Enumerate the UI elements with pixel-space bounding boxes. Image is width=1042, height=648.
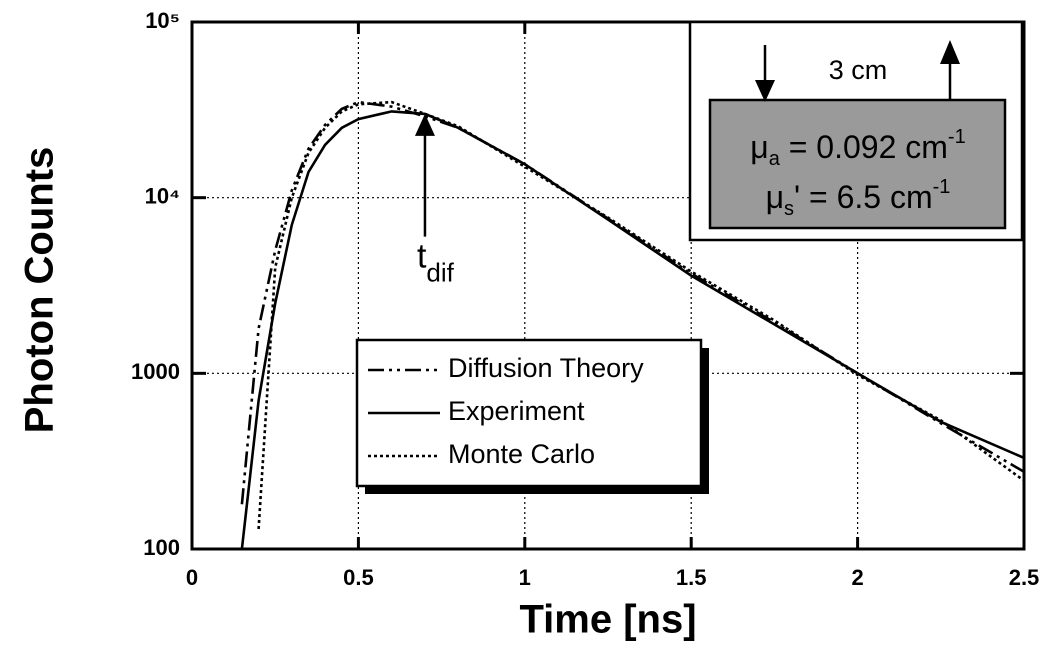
y-axis-label: Photon Counts — [18, 147, 62, 434]
param-symbol: μ — [766, 179, 784, 215]
plot-frame — [190, 20, 1026, 551]
param-sup: -1 — [948, 126, 966, 148]
param-sub: a — [769, 148, 781, 170]
inset-param: μa = 0.092 cm-1 — [750, 126, 965, 170]
x-axis-label: Time [ns] — [519, 598, 696, 642]
y-tick-label: 10⁴ — [145, 183, 180, 208]
x-tick-label: 2 — [851, 565, 863, 590]
param-symbol: μ — [750, 129, 768, 165]
x-tick-label: 1.5 — [676, 565, 707, 590]
series-line — [257, 100, 1025, 530]
legend-label: Experiment — [448, 396, 585, 426]
x-tick-label: 1 — [519, 565, 531, 590]
inset-slab — [708, 98, 1007, 230]
legend-label: Diffusion Theory — [448, 353, 644, 383]
arrow-head — [755, 80, 775, 102]
arrow-head — [414, 113, 435, 136]
y-tick-label: 1000 — [131, 359, 180, 384]
param-text: = 0.092 cm — [780, 129, 948, 165]
annotation-main: t — [417, 238, 427, 276]
param-sub: s — [784, 198, 794, 220]
x-tick-label: 2.5 — [1009, 565, 1040, 590]
x-tick-label: 0.5 — [343, 565, 374, 590]
param-text: ' = 6.5 cm — [794, 179, 933, 215]
y-tick-label: 100 — [143, 535, 180, 560]
legend-label: Monte Carlo — [448, 439, 595, 469]
annotation-text: tdif — [417, 238, 455, 288]
arrow-head — [940, 40, 960, 64]
inset-width-label: 3 cm — [829, 55, 888, 85]
annotation-sub: dif — [426, 258, 454, 288]
series-line — [240, 110, 1025, 550]
inset-param: μs' = 6.5 cm-1 — [766, 176, 951, 220]
param-sup: -1 — [933, 176, 951, 198]
y-tick-label: 10⁵ — [145, 8, 180, 33]
x-tick-label: 0 — [186, 565, 198, 590]
